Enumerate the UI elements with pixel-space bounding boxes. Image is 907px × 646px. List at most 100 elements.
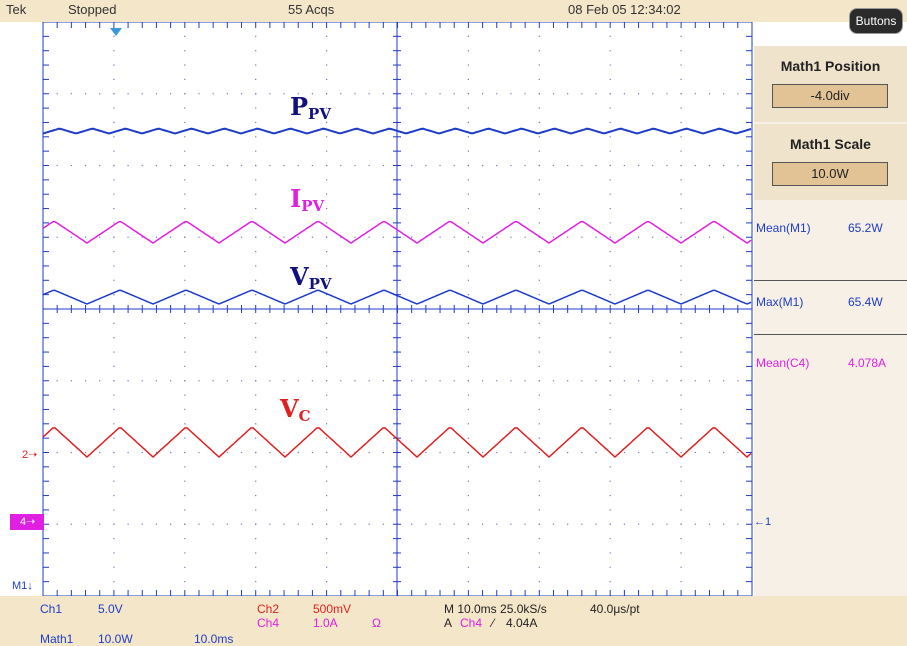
grid-dot (510, 236, 512, 238)
timebase[interactable]: M 10.0ms 25.0kS/s (444, 602, 547, 616)
grid-dot (467, 136, 469, 138)
grid-dot (538, 365, 540, 367)
grid-dot (155, 93, 158, 95)
grid-dot (184, 509, 186, 511)
grid-dot (184, 222, 186, 224)
grid-dot (467, 380, 469, 382)
grid-dot (680, 164, 682, 167)
grid-dot (737, 93, 739, 95)
math-marker[interactable]: M1↓ (12, 580, 33, 592)
grid-dot (708, 93, 711, 95)
grid-dot (311, 93, 314, 95)
grid-dot (467, 466, 469, 468)
grid-dot (70, 236, 72, 238)
grid-dot (255, 50, 257, 52)
grid-dot (538, 380, 540, 382)
ch4-marker[interactable]: 4➝ (10, 514, 44, 530)
grid-dot (609, 50, 611, 52)
grid-dot (113, 279, 115, 281)
grid-dot (694, 93, 696, 95)
grid-dot (680, 136, 682, 138)
grid-dot (567, 523, 569, 525)
grid-dot (609, 552, 611, 554)
grid-dot (382, 380, 384, 382)
ch2-marker[interactable]: 2➝ (22, 449, 38, 461)
grid-dot (680, 107, 682, 109)
grid-dot (255, 581, 257, 583)
grid-dot (326, 93, 328, 95)
grid-dot (113, 35, 115, 37)
trigger-level[interactable]: 4.04A (506, 616, 538, 630)
grid-dot (184, 193, 186, 195)
grid-dot (538, 566, 540, 568)
ch2-scale[interactable]: 500mV (313, 602, 352, 616)
math-position-value[interactable]: -4.0div (772, 84, 888, 108)
grid-dot (552, 236, 555, 238)
grid-dot (184, 451, 186, 454)
grid-dot (368, 523, 370, 525)
grid-dot (609, 64, 611, 66)
grid-dot (255, 480, 257, 482)
grid-dot (538, 337, 540, 339)
trigger-source[interactable]: Ch4 (460, 616, 483, 630)
ch1-marker[interactable]: ←1 (754, 516, 772, 528)
grid-dot (581, 236, 583, 238)
grid-dot (496, 236, 498, 238)
grid-dot (680, 552, 682, 554)
ch1-name[interactable]: Ch1 (40, 602, 63, 616)
grid-dot (737, 523, 739, 525)
grid-dot (567, 93, 569, 95)
grid-dot (723, 380, 725, 382)
math-scale-menu[interactable]: Math1 Scale 10.0W (754, 124, 907, 200)
grid-dot (467, 322, 469, 324)
grid-dot (226, 164, 228, 167)
grid-dot (368, 451, 370, 454)
trigger-prefix: A (444, 616, 453, 630)
grid-dot (382, 451, 384, 454)
grid-dot (113, 581, 115, 583)
grid-dot (737, 451, 739, 454)
ch4-name[interactable]: Ch4 (257, 616, 280, 630)
acquisition-count: 55 Acqs (288, 2, 335, 17)
buttons-button[interactable]: Buttons (849, 8, 903, 34)
grid-dot (255, 265, 257, 267)
grid-dot (439, 523, 441, 525)
grid-dot (538, 93, 540, 95)
grid-dot (141, 93, 143, 95)
ch4-scale[interactable]: 1.0A (313, 616, 338, 630)
grid-dot (481, 164, 484, 167)
grid-dot (609, 351, 611, 353)
grid-dot (184, 538, 186, 540)
grid-dot (680, 451, 682, 454)
grid-dot (113, 351, 115, 353)
grid-dot (680, 93, 682, 95)
grid-dot (581, 451, 583, 454)
math-scale[interactable]: 10.0W (98, 632, 133, 646)
grid-dot (283, 380, 285, 382)
arrow-left-icon: ← (754, 516, 765, 528)
math-position-menu[interactable]: Math1 Position -4.0div (754, 46, 907, 122)
ch1-scale[interactable]: 5.0V (98, 602, 123, 616)
grid-dot (141, 380, 143, 382)
grid-dot (538, 50, 540, 52)
grid-dot (467, 150, 469, 152)
grid-dot (637, 164, 640, 167)
grid-dot (326, 294, 328, 296)
grid-dot (113, 566, 115, 568)
grid-dot (538, 394, 540, 396)
grid-dot (680, 408, 682, 411)
grid-dot (255, 322, 257, 324)
grid-dot (141, 523, 143, 525)
grid-dot (609, 265, 611, 267)
ch2-name[interactable]: Ch2 (257, 602, 280, 616)
grid-dot (652, 380, 654, 382)
math-scale-value[interactable]: 10.0W (772, 162, 888, 186)
math-name[interactable]: Math1 (40, 632, 74, 646)
grid-dot (184, 150, 186, 152)
grid-dot (510, 93, 512, 95)
grid-dot (113, 265, 115, 267)
grid-dot (297, 93, 299, 95)
grid-dot (439, 236, 441, 238)
grid-dot (467, 538, 469, 540)
